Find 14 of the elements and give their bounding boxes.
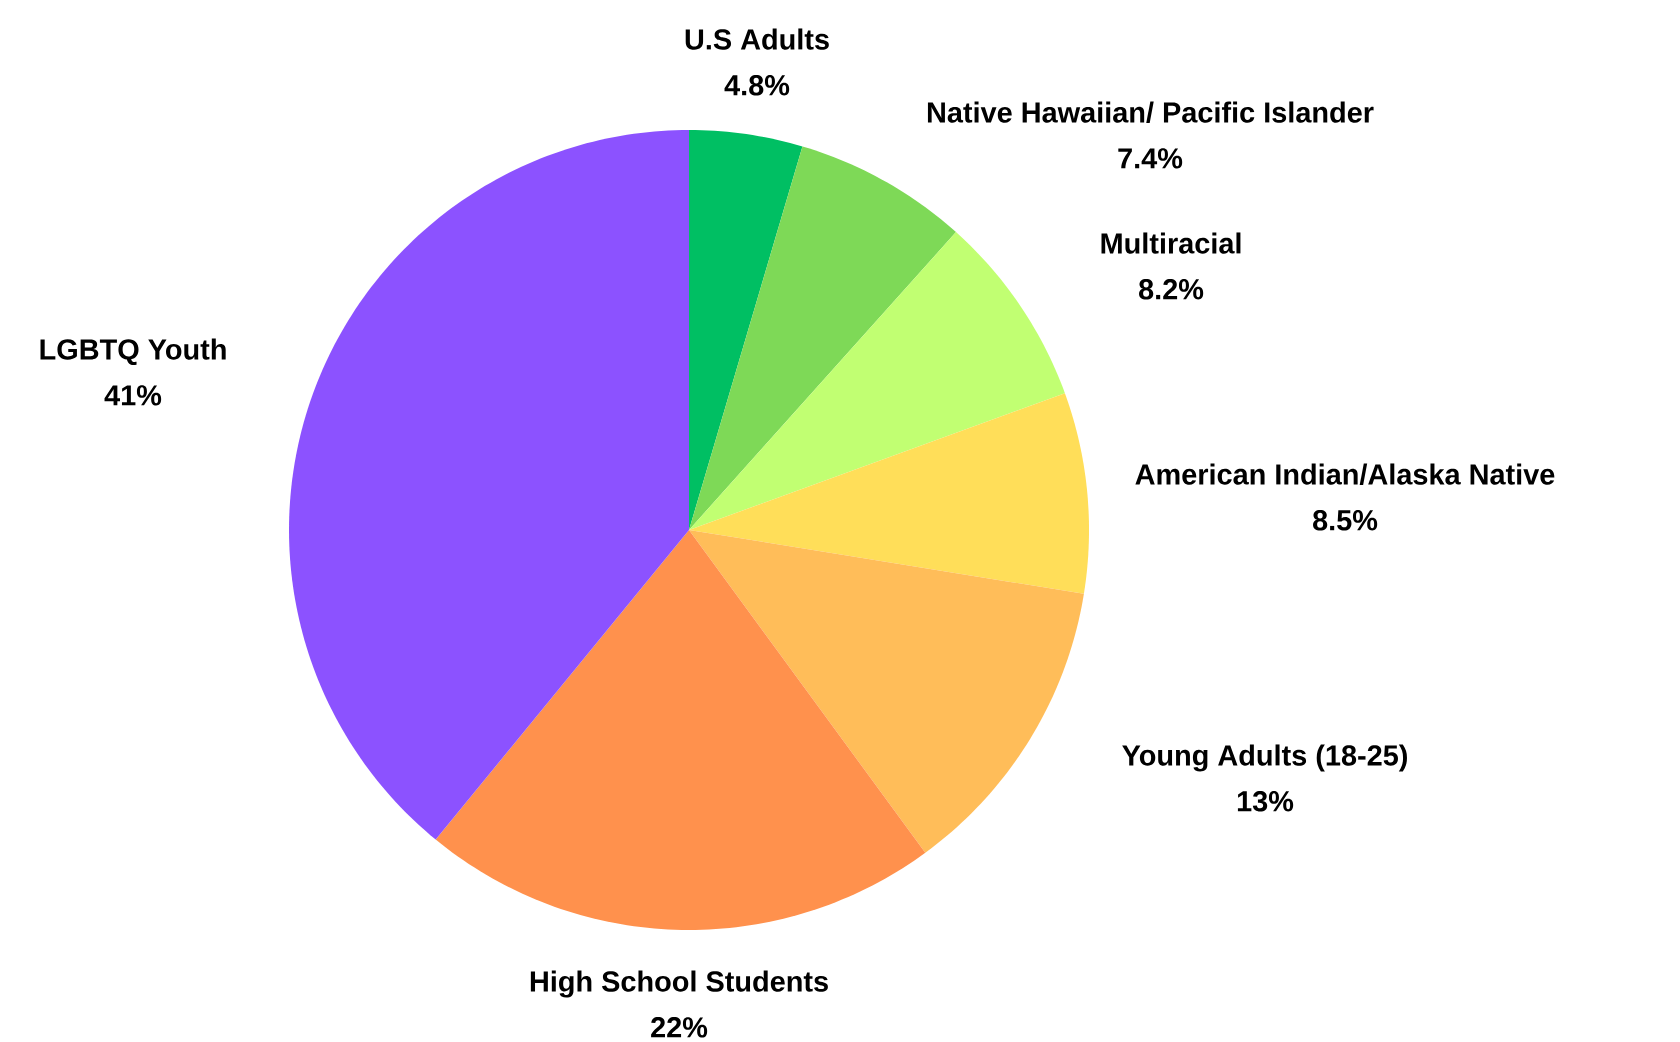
slice-label: LGBTQ Youth bbox=[40, 338, 226, 366]
slice-label: High School Students bbox=[530, 970, 828, 998]
data-label: 22% bbox=[651, 1017, 708, 1038]
data-label: 4.8% bbox=[724, 75, 790, 96]
data-label: 8.2% bbox=[1139, 279, 1204, 300]
slice-label: Young Adults (18-25) bbox=[1122, 744, 1407, 772]
data-label: 7.4% bbox=[1118, 148, 1183, 169]
slice-label: U.S Adults bbox=[685, 28, 829, 50]
data-label: 41% bbox=[104, 385, 162, 406]
slice-label: Multiracial bbox=[1101, 232, 1241, 254]
slice-label: American Indian/Alaska Native bbox=[1135, 463, 1555, 485]
data-label: 8.5% bbox=[1313, 510, 1378, 531]
data-label: 13% bbox=[1237, 791, 1294, 812]
slice-label: Native Hawaiian/ Pacific Islander bbox=[927, 101, 1374, 123]
